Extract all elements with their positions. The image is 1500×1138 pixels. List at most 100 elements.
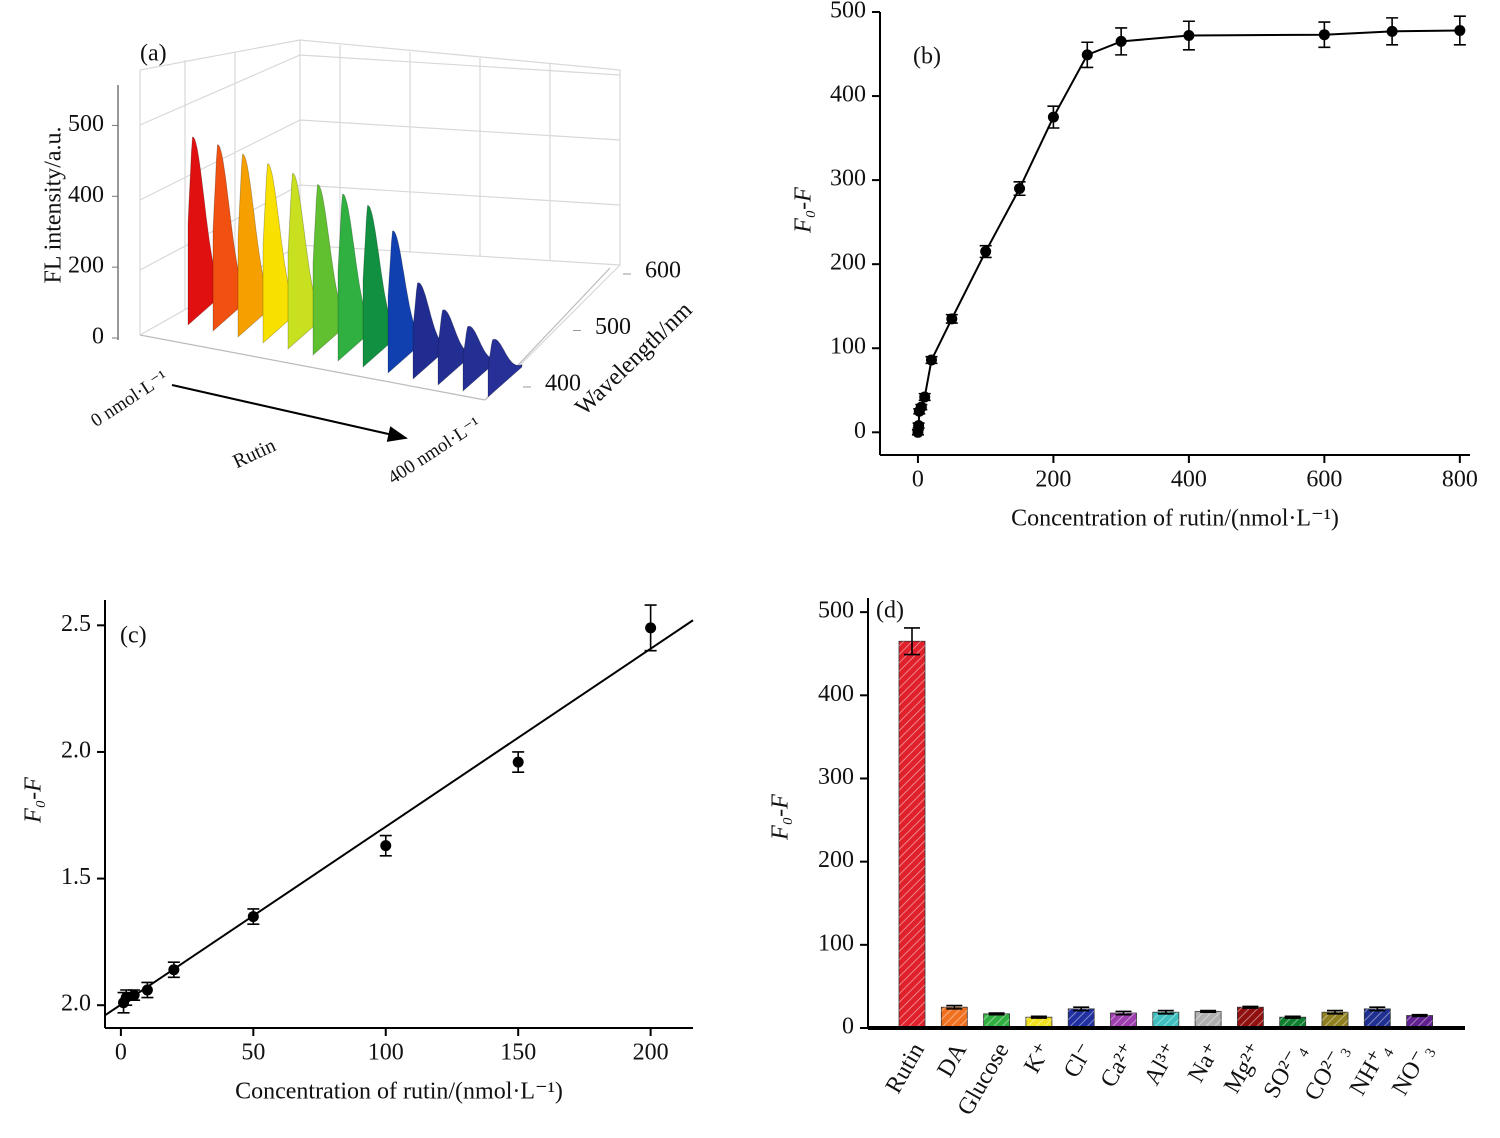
data-point <box>168 964 180 976</box>
start-label: 0 nmol·L⁻¹ <box>87 366 172 431</box>
y-tick-label: 0 <box>854 418 866 444</box>
wavelength-title: Wavelength/nm <box>570 297 697 421</box>
data-line <box>916 29 1460 433</box>
data-point <box>1014 183 1026 195</box>
data-point <box>1386 25 1398 37</box>
z-tick-label: 500 <box>68 111 104 137</box>
fit-line <box>104 619 694 1017</box>
x-tick-label: 150 <box>500 1040 536 1066</box>
x-tick-label: Al³⁺ <box>1139 1039 1183 1090</box>
bar-hatch <box>983 1013 1010 1028</box>
x-tick-label: 100 <box>368 1040 404 1066</box>
bar-hatch <box>1322 1012 1348 1028</box>
x-axis-title: Concentration of rutin/(nmol·L⁻¹) <box>235 1079 563 1105</box>
x-tick-label: 0 <box>115 1040 127 1066</box>
error-bar <box>1327 1009 1343 1015</box>
error-bar <box>1242 1005 1259 1009</box>
data-point <box>512 756 524 768</box>
panel-label: (d) <box>876 598 904 624</box>
data-point <box>925 354 937 366</box>
data-point <box>980 246 992 258</box>
data-point <box>1047 111 1059 123</box>
x-tick-label: NO⁻₃ <box>1387 1039 1437 1100</box>
x-tick-label: 0 <box>912 467 924 493</box>
y-tick-label: 0 <box>842 1014 854 1040</box>
data-point <box>247 911 259 923</box>
y-tick-label: 2.5 <box>61 611 91 637</box>
error-bar <box>1284 1015 1301 1019</box>
y-tick-label: 300 <box>818 764 854 790</box>
error-bar <box>1369 1006 1386 1012</box>
x-tick-label: DA <box>932 1038 972 1082</box>
y-tick-label: 100 <box>830 334 866 360</box>
bar-hatch <box>1195 1011 1222 1028</box>
error-bar <box>946 1004 963 1010</box>
z-axis-title: FL intensity/a.u. <box>41 126 67 283</box>
bar-hatch <box>1406 1015 1433 1028</box>
x-tick-label: Ca²⁺ <box>1096 1039 1142 1092</box>
x-tick-label: NH⁺₄ <box>1345 1039 1395 1100</box>
bar-hatch <box>1279 1017 1306 1028</box>
y-tick-label: 200 <box>818 847 854 873</box>
data-point <box>380 840 392 852</box>
error-bar <box>1411 1013 1428 1018</box>
x-tick-label: Rutin <box>881 1039 930 1098</box>
y-tick-label: 400 <box>830 82 866 108</box>
data-point <box>645 622 657 634</box>
data-point <box>1318 29 1330 41</box>
y-axis-title: F₀-F <box>768 794 794 841</box>
z-tick-label: 0 <box>92 324 104 350</box>
bar-hatch <box>1110 1013 1137 1028</box>
data-point <box>915 401 927 413</box>
spectrum-ridge <box>487 338 523 398</box>
error-bar <box>1030 1015 1047 1019</box>
y-tick-label: 400 <box>818 681 854 707</box>
data-point <box>1454 24 1466 36</box>
data-point <box>128 989 140 1001</box>
y-tick-label: 2.0 <box>61 991 91 1017</box>
x-tick-label: 600 <box>1306 467 1342 493</box>
error-bar <box>1115 1010 1132 1016</box>
bar-hatch <box>1068 1008 1095 1028</box>
bar-hatch <box>1237 1007 1264 1028</box>
bar-hatch <box>1364 1008 1391 1028</box>
y-axis-title: F₀-F <box>791 187 817 234</box>
x-tick-label: 800 <box>1442 467 1478 493</box>
panel-label: (c) <box>120 623 147 649</box>
y-tick-label: 500 <box>818 598 854 624</box>
error-bar <box>1200 1009 1217 1013</box>
end-label: 400 nmol·L⁻¹ <box>384 413 485 488</box>
z-tick-label: 200 <box>68 253 104 279</box>
error-bar <box>904 627 920 656</box>
y-tick-label: 300 <box>830 166 866 192</box>
y-axis-title: F₀-F <box>21 777 47 824</box>
x-tick-label: CO²⁻₃ <box>1300 1039 1353 1105</box>
panel-label: (b) <box>913 44 941 70</box>
x-tick-label: 400 <box>1171 467 1207 493</box>
x-tick-label: Cl⁻ <box>1059 1039 1099 1083</box>
concentration-axis <box>139 334 486 401</box>
data-point <box>919 391 931 403</box>
wavelength-tick-label: 400 <box>545 371 581 397</box>
error-bar <box>1073 1006 1090 1012</box>
direction-arrow <box>171 384 408 442</box>
x-tick-label: Na⁺ <box>1183 1039 1226 1087</box>
error-bar <box>988 1012 1005 1016</box>
y-tick-label: 500 <box>830 0 866 24</box>
z-tick-label: 400 <box>68 182 104 208</box>
data-point <box>1183 30 1195 42</box>
data-point <box>946 313 958 325</box>
data-point <box>141 984 153 996</box>
error-bar <box>1157 1009 1174 1015</box>
y-tick-label: 200 <box>830 250 866 276</box>
direction-label: Rutin <box>230 434 280 473</box>
bar-hatch <box>941 1007 968 1028</box>
x-tick-label: K⁺ <box>1019 1039 1057 1078</box>
bar-hatch <box>1025 1017 1052 1028</box>
y-tick-label: 100 <box>818 930 854 956</box>
y-tick-label: 1.5 <box>61 864 91 890</box>
x-axis-title: Concentration of rutin/(nmol·L⁻¹) <box>1011 506 1339 532</box>
x-tick-label: 200 <box>633 1040 669 1066</box>
